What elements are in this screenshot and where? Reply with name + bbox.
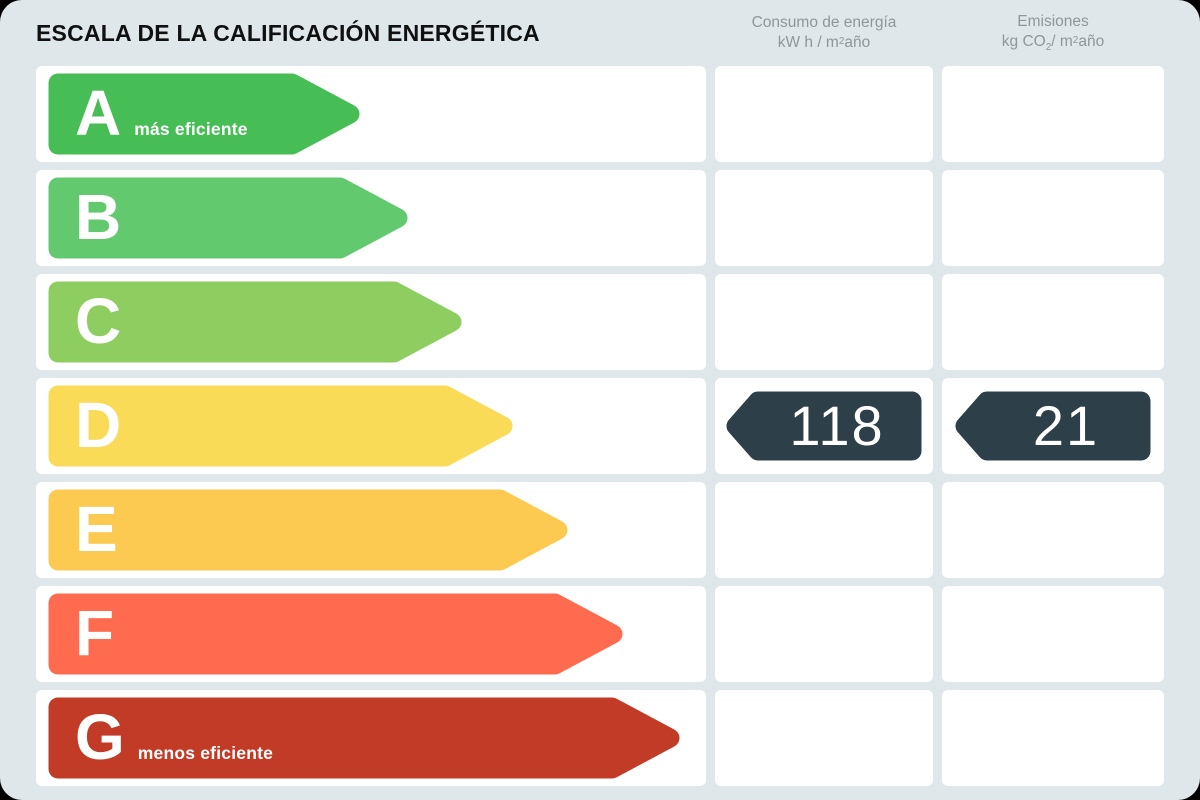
bar-arrow-shape	[48, 593, 623, 675]
scale-bar-cell-g: G menos eficiente	[36, 690, 706, 786]
emissions-cell-e	[942, 482, 1164, 578]
bar-arrow-shape	[48, 177, 408, 259]
rating-bar: C	[48, 281, 462, 363]
bar-letter: D	[75, 389, 122, 461]
bar-text: D	[75, 385, 121, 467]
bar-letter: A	[75, 77, 122, 149]
bar-text: F	[75, 593, 114, 675]
scale-bar-cell-a: A más eficiente	[36, 66, 706, 162]
consumption-cell-c	[715, 274, 933, 370]
emissions-cell-g	[942, 690, 1164, 786]
consumption-cell-a	[715, 66, 933, 162]
scale-bar-cell-d: D	[36, 378, 706, 474]
consumption-cell-f	[715, 586, 933, 682]
bar-arrow-shape	[48, 281, 462, 363]
bar-arrow-shape	[48, 697, 680, 779]
bar-letter: E	[75, 493, 118, 565]
rating-bar: D	[48, 385, 513, 467]
rating-bar: G menos eficiente	[48, 697, 680, 779]
rating-grid: A más eficiente B C	[0, 66, 1200, 786]
bar-letter: C	[75, 285, 122, 357]
scale-bar-cell-c: C	[36, 274, 706, 370]
consumption-cell-d: 118	[715, 378, 933, 474]
emissions-header-title: Emisiones	[1017, 13, 1089, 30]
header-row: ESCALA DE LA CALIFICACIÓN ENERGÉTICA Con…	[0, 0, 1200, 66]
bar-text: G menos eficiente	[75, 697, 273, 779]
page-title: ESCALA DE LA CALIFICACIÓN ENERGÉTICA	[36, 19, 540, 46]
badge-arrow-shape	[955, 391, 1151, 461]
badge-arrow-shape	[726, 391, 922, 461]
bar-efficiency-label: menos eficiente	[137, 743, 274, 763]
bar-letter: B	[75, 181, 122, 253]
value-badge: 21	[955, 391, 1151, 461]
rating-bar: E	[48, 489, 568, 571]
emissions-cell-b	[942, 170, 1164, 266]
badge-value: 21	[1032, 394, 1100, 457]
bar-arrow-shape	[48, 73, 360, 155]
scale-bar-cell-b: B	[36, 170, 706, 266]
consumption-cell-g	[715, 690, 933, 786]
consumption-cell-e	[715, 482, 933, 578]
rating-bar: B	[48, 177, 408, 259]
bar-efficiency-label: más eficiente	[134, 119, 248, 139]
bar-arrow-shape	[48, 385, 513, 467]
consumption-cell-b	[715, 170, 933, 266]
emissions-header-unit: kg CO2/ m2año	[1001, 33, 1105, 53]
bar-text: E	[75, 489, 118, 571]
rating-bar: F	[48, 593, 623, 675]
consumption-header-title: Consumo de energía	[751, 14, 897, 31]
emissions-cell-d: 21	[942, 378, 1164, 474]
badge-value: 118	[789, 394, 885, 457]
value-badge: 118	[726, 391, 922, 461]
consumption-header-unit: kW h / m2año	[777, 34, 871, 51]
emissions-header: Emisiones kg CO2/ m2año	[942, 12, 1164, 54]
bar-text: A más eficiente	[75, 73, 248, 155]
emissions-cell-c	[942, 274, 1164, 370]
bar-text: C	[75, 281, 121, 363]
emissions-cell-f	[942, 586, 1164, 682]
rating-bar: A más eficiente	[48, 73, 360, 155]
scale-bar-cell-e: E	[36, 482, 706, 578]
bar-text: B	[75, 177, 121, 259]
emissions-cell-a	[942, 66, 1164, 162]
bar-letter: F	[75, 597, 115, 669]
bar-arrow-shape	[48, 489, 568, 571]
scale-bar-cell-f: F	[36, 586, 706, 682]
bar-letter: G	[75, 701, 125, 773]
consumption-header: Consumo de energía kW h / m2año	[715, 13, 933, 53]
